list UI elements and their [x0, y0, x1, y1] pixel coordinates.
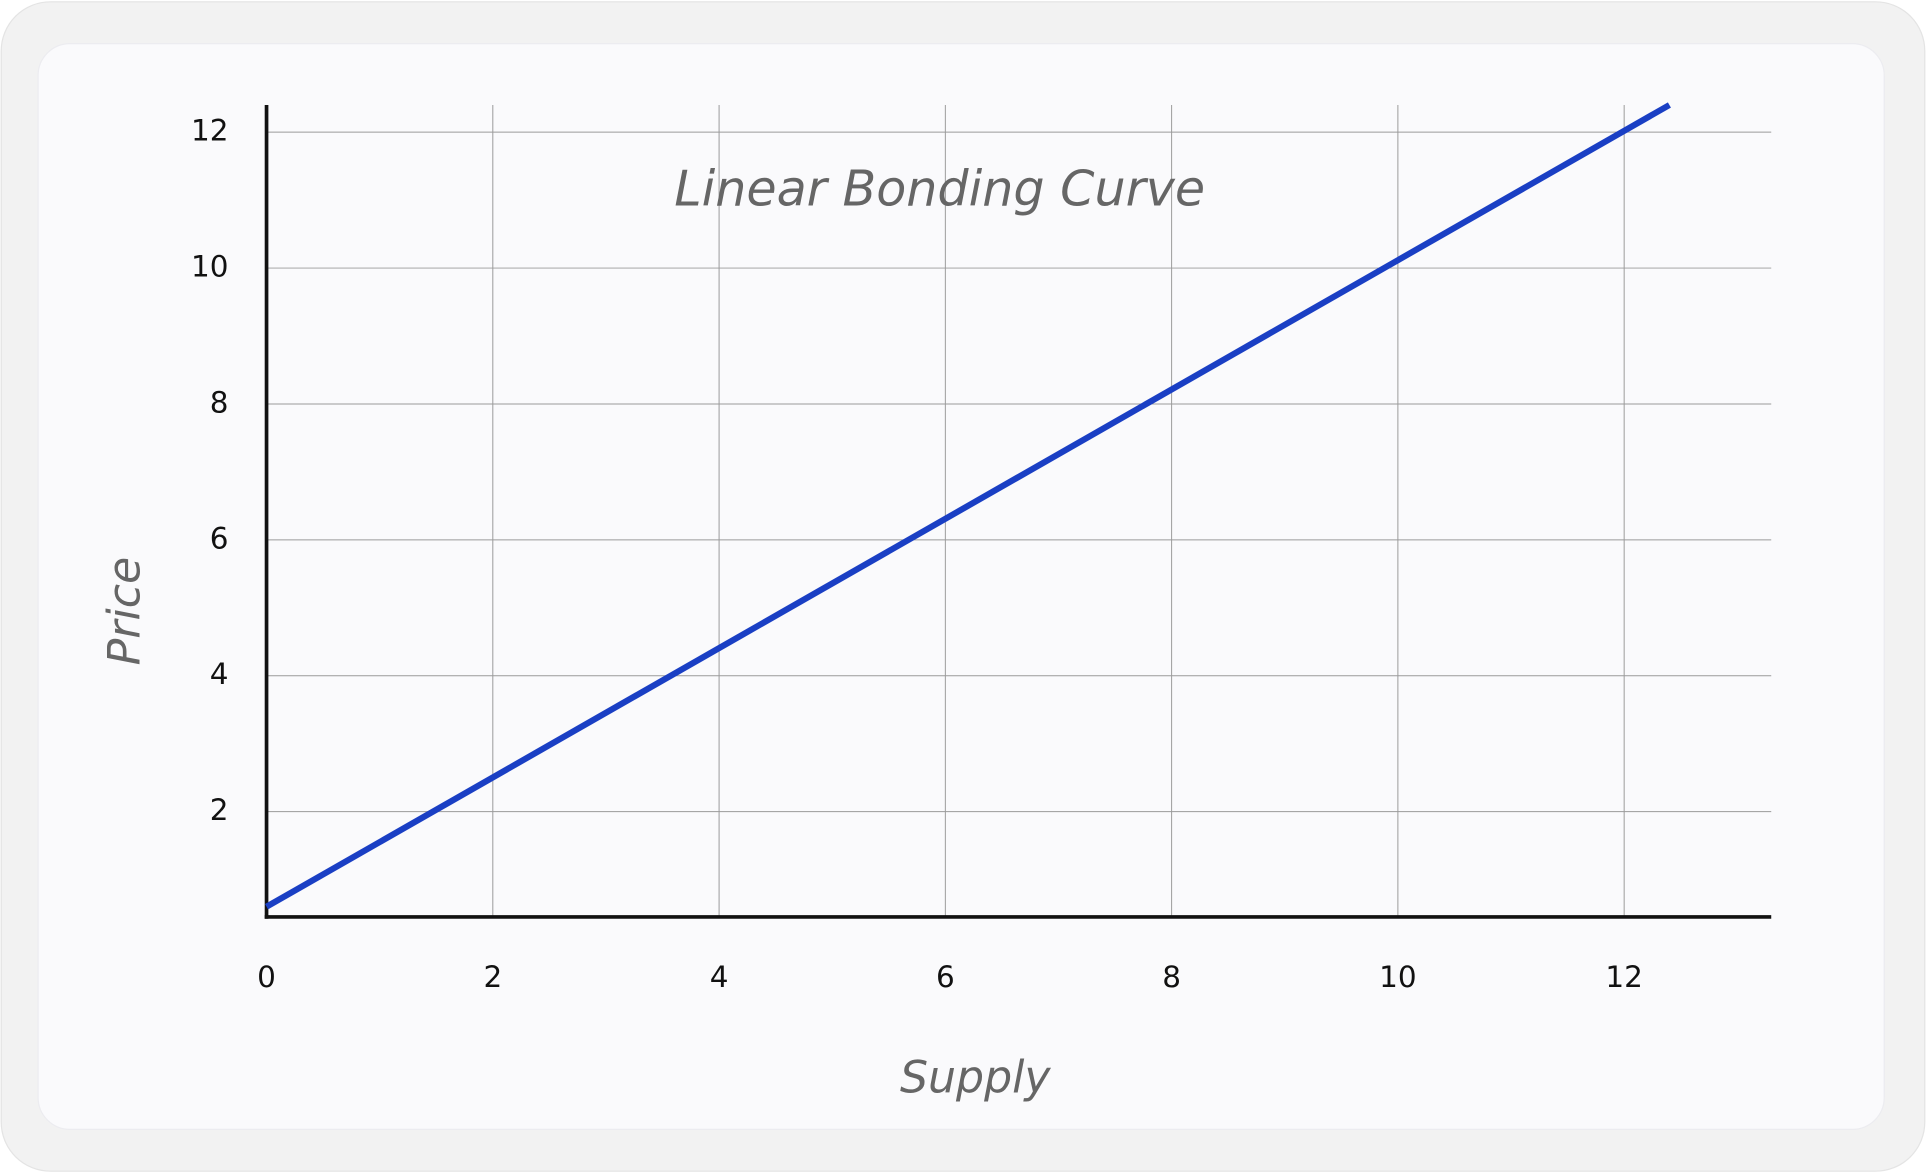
x-tick-label: 12 [1605, 960, 1643, 994]
x-tick-label: 10 [1379, 960, 1416, 994]
x-tick-label: 0 [257, 960, 276, 994]
y-tick-label: 6 [210, 521, 229, 555]
y-tick-label: 4 [210, 657, 229, 691]
x-tick-label: 2 [483, 960, 502, 994]
x-tick-label: 4 [710, 960, 729, 994]
y-tick-label: 8 [210, 385, 229, 419]
card [37, 42, 1885, 1131]
x-tick-label: 6 [936, 960, 955, 994]
x-tick-label: 8 [1162, 960, 1181, 994]
line-series [265, 102, 1671, 910]
y-tick-label: 2 [210, 793, 229, 827]
y-tick-label: 10 [191, 250, 229, 284]
x-axis-label: Supply [900, 1052, 1051, 1103]
y-axis-label: Price [100, 557, 151, 666]
chart-title: Linear Bonding Curve [674, 160, 1205, 218]
y-tick-label: 12 [191, 114, 229, 148]
